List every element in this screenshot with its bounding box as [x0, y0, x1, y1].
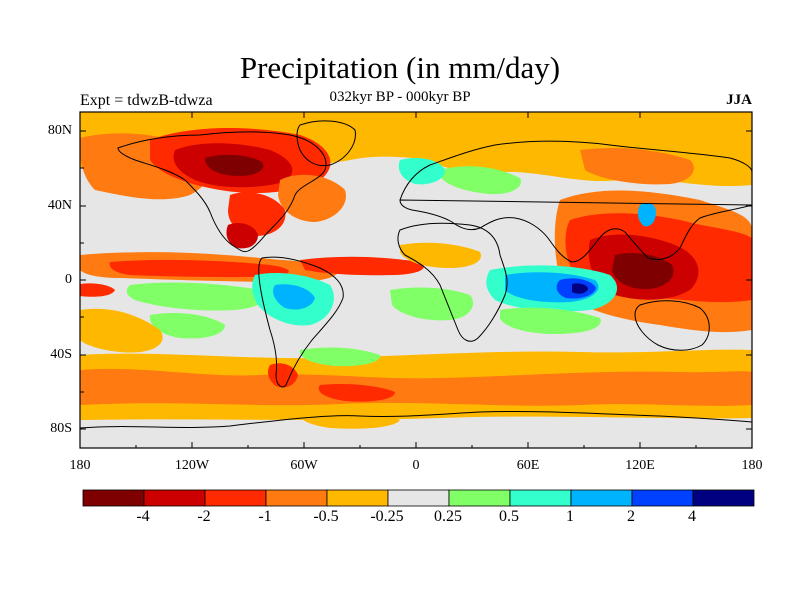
- time-period-label: 032kyr BP - 000kyr BP: [329, 89, 471, 105]
- eurasia-coast: [399, 140, 752, 263]
- patagonia-drying: [268, 363, 298, 388]
- colorbar-swatch: [387, 489, 450, 507]
- antarctic-drying-patch: [299, 410, 400, 429]
- colorbar-swatch: [631, 489, 694, 507]
- lon-label-180e: 180: [741, 458, 763, 473]
- colorbar-swatch: [448, 489, 511, 507]
- precip-field: [80, 112, 752, 448]
- lat-label-80n: 80N: [47, 123, 72, 138]
- colorbar-label: -0.25: [370, 508, 404, 525]
- colorbar: [82, 489, 755, 507]
- east-pacific-wetting: [126, 282, 266, 311]
- south-pacific-green: [149, 313, 225, 339]
- equatorial-core: [572, 283, 588, 294]
- experiment-label: Expt = tdwzB-tdwza: [80, 92, 213, 109]
- lon-label-120w: 120W: [174, 458, 210, 473]
- pacific-itcz-strong: [109, 259, 289, 278]
- south-pacific-drying: [80, 308, 163, 353]
- north-atlantic-cyan: [398, 158, 445, 185]
- colorbar-label: 0.5: [499, 508, 519, 525]
- colorbar-swatch: [692, 489, 755, 507]
- colorbar-label: 0.25: [434, 508, 462, 525]
- colorbar-label: -4: [136, 508, 150, 525]
- colorbar-swatch: [204, 489, 267, 507]
- north-america-coast: [117, 131, 327, 253]
- lon-label-180w: 180: [69, 458, 91, 473]
- southern-ocean-strong-drying: [80, 368, 752, 406]
- colorbar-swatch: [82, 489, 145, 507]
- colorbar-label: 4: [688, 508, 696, 525]
- colorbar-swatch: [265, 489, 328, 507]
- siberia-drying: [580, 148, 694, 185]
- lon-label-0: 0: [412, 458, 420, 473]
- colorbar-swatch: [326, 489, 389, 507]
- antarctica-coast: [80, 410, 752, 429]
- central-america-drying: [226, 223, 258, 249]
- colorbar-label: 2: [627, 508, 635, 525]
- indian-ocean-south: [500, 307, 601, 334]
- west-pacific-drying: [80, 283, 115, 297]
- colorbar-label: -1: [258, 508, 272, 525]
- greenland-coast: [296, 120, 356, 167]
- south-america-blue: [273, 284, 315, 310]
- colorbar-label: 1: [566, 508, 574, 525]
- colorbar-swatch: [509, 489, 572, 507]
- colorbar-label: -2: [197, 508, 211, 525]
- lon-label-120e: 120E: [625, 458, 655, 473]
- west-pacific-warm: [697, 247, 752, 291]
- colorbar-swatch: [143, 489, 206, 507]
- map-title: Precipitation (in mm/day): [239, 50, 561, 85]
- atlantic-itcz-drying: [300, 256, 424, 276]
- north-atlantic-drying: [278, 174, 346, 222]
- colorbar-swatch: [570, 489, 633, 507]
- lat-label-40s: 40S: [50, 347, 72, 362]
- canada-core: [205, 154, 264, 176]
- lat-label-40n: 40N: [47, 198, 72, 213]
- lat-label-0: 0: [65, 272, 72, 287]
- axis-ticks: [79, 112, 753, 448]
- antarctic-neutral: [80, 416, 752, 448]
- southern-ocean-red: [318, 383, 395, 402]
- japan-blue: [637, 202, 656, 227]
- maritime-core: [612, 253, 674, 290]
- coastlines: [80, 120, 752, 429]
- europe-green: [440, 166, 521, 195]
- africa-wetting: [390, 287, 474, 321]
- west-africa-drying: [400, 242, 481, 268]
- south-america-coast: [258, 256, 344, 388]
- season-label: JJA: [726, 92, 752, 108]
- lat-label-80s: 80S: [50, 421, 72, 436]
- lon-label-60e: 60E: [516, 458, 540, 473]
- australia-coast: [634, 300, 710, 351]
- lon-label-60w: 60W: [290, 458, 318, 473]
- colorbar-label: -0.5: [313, 508, 339, 525]
- southern-ocean-green: [299, 347, 381, 367]
